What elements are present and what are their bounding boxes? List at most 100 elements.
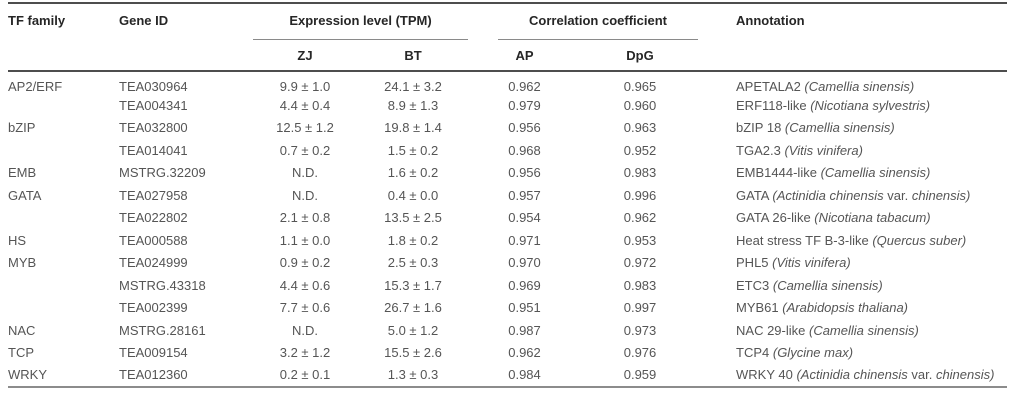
cell-annotation: TGA2.3 (Vitis vinifera)	[700, 139, 1007, 162]
cell-zj: 2.1 ± 0.8	[279, 210, 331, 226]
cell-tf-family	[8, 139, 119, 162]
cell-bt: 0.4 ± 0.0	[387, 187, 439, 203]
cell-gene-id: MSTRG.28161	[119, 322, 206, 338]
cell-gene-id: TEA000588	[119, 232, 188, 248]
table-row: MSTRG.43318 4.4 ± 0.6 15.3 ± 1.7 0.969 0.983…	[8, 274, 1007, 297]
cell-bt: 26.7 ± 1.6	[384, 300, 442, 316]
table-row: MYB TEA024999 0.9 ± 0.2 2.5 ± 0.3 0.970 0.972…	[8, 252, 1007, 275]
cell-bt: 1.8 ± 0.2	[387, 232, 439, 248]
cell-annotation: ERF118-like (Nicotiana sylvestris)	[700, 94, 1007, 117]
cell-dpg: 0.983	[623, 277, 657, 293]
species-name: chinensis)	[911, 187, 971, 203]
species-name: (Camellia sinensis)	[804, 79, 915, 94]
cell-tf-family: EMB	[8, 165, 37, 181]
table-body: AP2/ERF TEA030964 9.9 ± 1.0 24.1 ± 3.2 0.962…	[8, 70, 1008, 388]
cell-ap: 0.984	[469, 364, 581, 388]
cell-dpg: 0.997	[623, 300, 657, 316]
cell-zj: 0.9 ± 0.2	[279, 255, 331, 271]
col-group-expression-label: Expression level (TPM)	[289, 13, 432, 28]
species-name: (Vitis vinifera)	[784, 142, 863, 158]
annotation-text: var.	[883, 187, 912, 203]
species-name: (Glycine max)	[772, 345, 854, 361]
cell-tf-family: HS	[8, 232, 27, 248]
species-name: (Camellia sinensis)	[772, 277, 883, 293]
annotation-text: NAC 29-like	[736, 322, 809, 338]
species-name: (Vitis vinifera)	[772, 255, 851, 271]
annotation-text: bZIP 18	[736, 120, 785, 136]
cell-zj: 4.4 ± 0.4	[279, 97, 331, 113]
col-group-correlation-label: Correlation coefficient	[529, 13, 667, 28]
cell-tf-family: MYB	[8, 255, 37, 271]
cell-ap: 0.951	[508, 300, 541, 316]
cell-tf-family: WRKY	[8, 364, 119, 388]
species-name: (Camellia sinensis)	[808, 322, 919, 338]
cell-dpg: 0.963	[623, 120, 657, 136]
species-name: chinensis)	[935, 367, 995, 383]
cell-gene-id: TEA032800	[119, 120, 188, 136]
cell-dpg: 0.973	[623, 322, 657, 338]
cell-tf-family	[8, 274, 119, 297]
cell-gene-id: TEA012360	[119, 364, 253, 388]
table-row: HS TEA000588 1.1 ± 0.0 1.8 ± 0.2 0.971 0.953 H…	[8, 229, 1007, 252]
cell-zj: 3.2 ± 1.2	[279, 345, 331, 361]
cell-zj: 0.7 ± 0.2	[279, 142, 331, 158]
annotation-text: TGA2.3	[736, 142, 785, 158]
cell-gene-id: TEA002399	[119, 300, 188, 316]
annotation-text: GATA	[736, 187, 773, 203]
cell-ap: 0.968	[508, 142, 541, 158]
col-group-expression: Expression level (TPM)	[253, 3, 469, 40]
annotation-text: WRKY 40	[736, 367, 797, 383]
cell-ap: 0.956	[508, 165, 541, 181]
annotation-text: EMB1444-like	[736, 165, 821, 181]
cell-tf-family: bZIP	[8, 120, 36, 136]
annotation-text: PHL5	[736, 255, 773, 271]
cell-tf-family: GATA	[8, 187, 42, 203]
cell-bt: 1.3 ± 0.3	[357, 364, 470, 388]
cell-zj: 12.5 ± 1.2	[276, 120, 334, 136]
table-row: EMB MSTRG.32209 N.D. 1.6 ± 0.2 0.956 0.983 EMB…	[8, 162, 1007, 185]
table-row: WRKY TEA012360 0.2 ± 0.1 1.3 ± 0.3 0.984 0.95…	[8, 364, 1008, 388]
species-name: (Quercus suber)	[872, 232, 967, 248]
cell-bt: 2.5 ± 0.3	[387, 255, 439, 271]
species-name: (Nicotiana tabacum)	[814, 210, 931, 226]
cell-bt: 5.0 ± 1.2	[387, 322, 439, 338]
cell-annotation: APETALA2 (Camellia sinensis)	[700, 70, 1008, 94]
cell-annotation: NAC 29-like (Camellia sinensis)	[700, 319, 1007, 342]
cell-gene-id: MSTRG.32209	[119, 165, 206, 181]
cell-tf-family: AP2/ERF	[8, 70, 119, 94]
annotation-text: ERF118-like	[736, 97, 811, 113]
cell-annotation: WRKY 40 (Actinidia chinensis var. chinen…	[700, 364, 1008, 388]
cell-gene-id: TEA009154	[119, 345, 188, 361]
cell-bt: 8.9 ± 1.3	[387, 97, 439, 113]
cell-ap: 0.962	[508, 345, 541, 361]
col-header-tf-family: TF family	[8, 13, 66, 28]
col-header-zj: ZJ	[297, 47, 313, 63]
annotation-text: Heat stress TF B-3-like	[736, 232, 873, 248]
table-row: AP2/ERF TEA030964 9.9 ± 1.0 24.1 ± 3.2 0.962…	[8, 70, 1008, 94]
table-head: TF family Gene ID Expression level (TPM)…	[8, 3, 1007, 71]
cell-zj: 9.9 ± 1.0	[253, 70, 357, 94]
cell-annotation: Heat stress TF B-3-like (Quercus suber)	[700, 229, 1007, 252]
cell-dpg: 0.983	[623, 165, 657, 181]
species-name: (Actinidia chinensis	[772, 187, 884, 203]
cell-ap: 0.979	[508, 97, 541, 113]
col-header-ap: AP	[515, 47, 534, 63]
cell-ap: 0.970	[508, 255, 541, 271]
cell-ap: 0.954	[508, 210, 541, 226]
cell-annotation: PHL5 (Vitis vinifera)	[700, 252, 1007, 275]
cell-tf-family	[8, 94, 119, 117]
annotation-text: MYB61	[736, 300, 783, 316]
expression-group-box: Expression level (TPM)	[253, 4, 469, 40]
cell-dpg: 0.952	[623, 142, 657, 158]
cell-dpg: 0.972	[623, 255, 657, 271]
cell-dpg: 0.953	[623, 232, 657, 248]
table-row: bZIP TEA032800 12.5 ± 1.2 19.8 ± 1.4 0.956 0.…	[8, 117, 1007, 140]
cell-annotation: MYB61 (Arabidopsis thaliana)	[700, 297, 1007, 320]
species-name: (Camellia sinensis)	[784, 120, 895, 136]
table-row: TEA014041 0.7 ± 0.2 1.5 ± 0.2 0.968 0.952 TGA…	[8, 139, 1007, 162]
col-group-correlation: Correlation coefficient	[469, 3, 700, 40]
annotation-text: TCP4	[736, 345, 773, 361]
cell-zj: 4.4 ± 0.6	[279, 277, 331, 293]
cell-bt: 13.5 ± 2.5	[384, 210, 442, 226]
cell-tf-family: TCP	[8, 345, 34, 361]
